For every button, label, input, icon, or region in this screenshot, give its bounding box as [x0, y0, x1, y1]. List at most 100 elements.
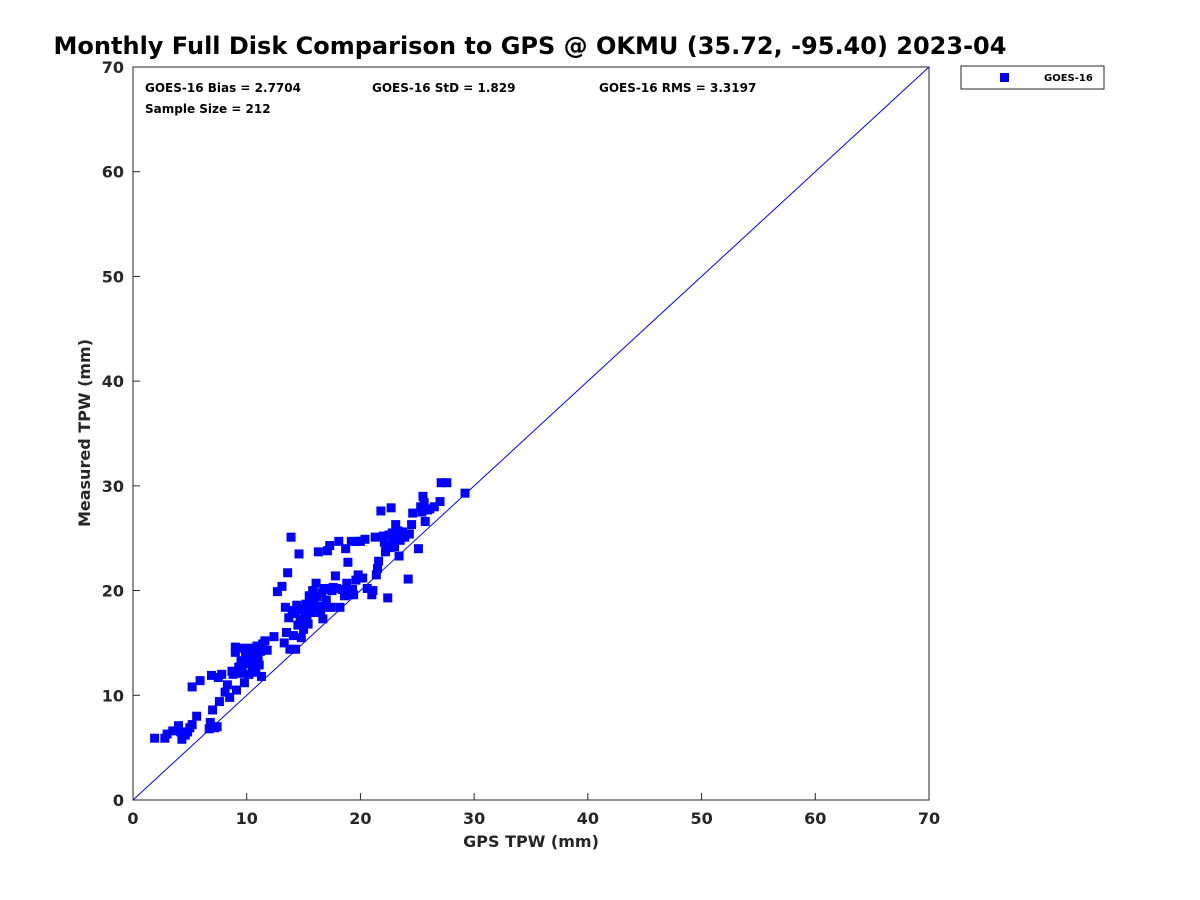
- x-axis-label: GPS TPW (mm): [463, 832, 599, 851]
- data-point: [340, 591, 350, 601]
- data-point: [251, 667, 261, 677]
- x-tick-label: 0: [127, 809, 138, 828]
- plot-area-frame: [132, 66, 930, 801]
- data-point: [214, 697, 224, 707]
- legend-label-goes16: GOES-16: [1044, 73, 1093, 84]
- data-point: [295, 614, 305, 624]
- data-point: [204, 724, 214, 734]
- data-point: [334, 536, 344, 546]
- data-point: [391, 520, 401, 530]
- data-point: [398, 527, 408, 537]
- y-tick-label: 0: [113, 791, 124, 810]
- data-point: [242, 659, 252, 669]
- data-point: [374, 556, 384, 566]
- data-point: [386, 503, 396, 513]
- y-axis-label: Measured TPW (mm): [75, 339, 94, 527]
- data-point: [283, 568, 293, 578]
- data-point: [429, 502, 439, 512]
- data-point: [436, 478, 446, 488]
- data-point: [246, 643, 256, 653]
- y-tick-label: 10: [102, 686, 124, 705]
- x-tick-label: 30: [463, 809, 485, 828]
- legend: GOES-16: [960, 65, 1105, 90]
- y-tick-label: 30: [102, 477, 124, 496]
- legend-marker-goes16: [1000, 73, 1009, 82]
- data-point: [316, 608, 326, 618]
- data-point: [260, 636, 270, 646]
- data-point: [385, 543, 395, 553]
- data-point: [150, 733, 160, 743]
- data-point: [337, 585, 347, 595]
- data-point: [380, 547, 390, 557]
- data-point: [239, 678, 249, 688]
- data-point: [419, 498, 429, 508]
- stat-bias: GOES-16 Bias = 2.7704: [145, 81, 301, 95]
- tick-marks: [132, 66, 930, 801]
- data-point: [442, 478, 452, 488]
- data-point: [304, 591, 314, 601]
- data-point: [230, 642, 240, 652]
- data-point: [212, 722, 222, 732]
- data-point: [225, 692, 235, 702]
- data-point: [393, 526, 403, 536]
- x-tick-label: 60: [804, 809, 826, 828]
- data-point: [360, 534, 370, 544]
- data-point: [390, 542, 400, 552]
- data-point: [272, 587, 282, 597]
- y-tick-label: 50: [102, 267, 124, 286]
- data-point: [282, 627, 292, 637]
- data-point: [394, 551, 404, 561]
- y-tick-labels: 0 10 20 30 40 50 60 70: [102, 58, 124, 810]
- data-point: [311, 578, 321, 588]
- data-point: [305, 602, 315, 612]
- data-point: [279, 638, 289, 648]
- data-point: [343, 557, 353, 567]
- data-point: [400, 532, 410, 542]
- data-point: [376, 506, 386, 516]
- data-point: [321, 595, 331, 605]
- y-tick-label: 40: [102, 372, 124, 391]
- data-point: [395, 535, 405, 545]
- data-point: [313, 547, 323, 557]
- data-point: [335, 602, 345, 612]
- data-point: [460, 488, 470, 498]
- y-tick-label: 20: [102, 582, 124, 601]
- data-point: [387, 528, 397, 538]
- data-point: [371, 570, 381, 580]
- data-point: [435, 497, 445, 507]
- data-point: [362, 583, 372, 593]
- data-point: [403, 574, 413, 584]
- data-point: [314, 601, 324, 611]
- data-point: [288, 631, 298, 641]
- data-point: [326, 602, 336, 612]
- data-point: [417, 507, 427, 517]
- data-point: [425, 504, 435, 514]
- data-point: [168, 726, 178, 736]
- data-point: [244, 669, 254, 679]
- data-point: [176, 727, 186, 737]
- x-tick-label: 50: [690, 809, 712, 828]
- data-point: [289, 609, 299, 619]
- data-point: [220, 687, 230, 697]
- data-point: [351, 575, 361, 585]
- data-point: [228, 669, 238, 679]
- data-point: [299, 624, 309, 634]
- data-point: [413, 544, 423, 554]
- data-point: [238, 643, 248, 653]
- data-point: [253, 654, 263, 664]
- stat-std: GOES-16 StD = 1.829: [372, 81, 515, 95]
- data-point: [284, 613, 294, 623]
- data-point: [368, 586, 378, 596]
- data-points: [150, 478, 470, 744]
- data-point: [208, 705, 218, 715]
- data-point: [318, 614, 328, 624]
- one-to-one-reference-line: [132, 66, 930, 801]
- data-point: [269, 632, 279, 642]
- data-point: [303, 619, 313, 629]
- data-point: [418, 491, 428, 501]
- data-point: [358, 573, 368, 583]
- stat-rms: GOES-16 RMS = 3.3197: [599, 81, 756, 95]
- y-tick-label: 60: [102, 163, 124, 182]
- data-point: [332, 583, 342, 593]
